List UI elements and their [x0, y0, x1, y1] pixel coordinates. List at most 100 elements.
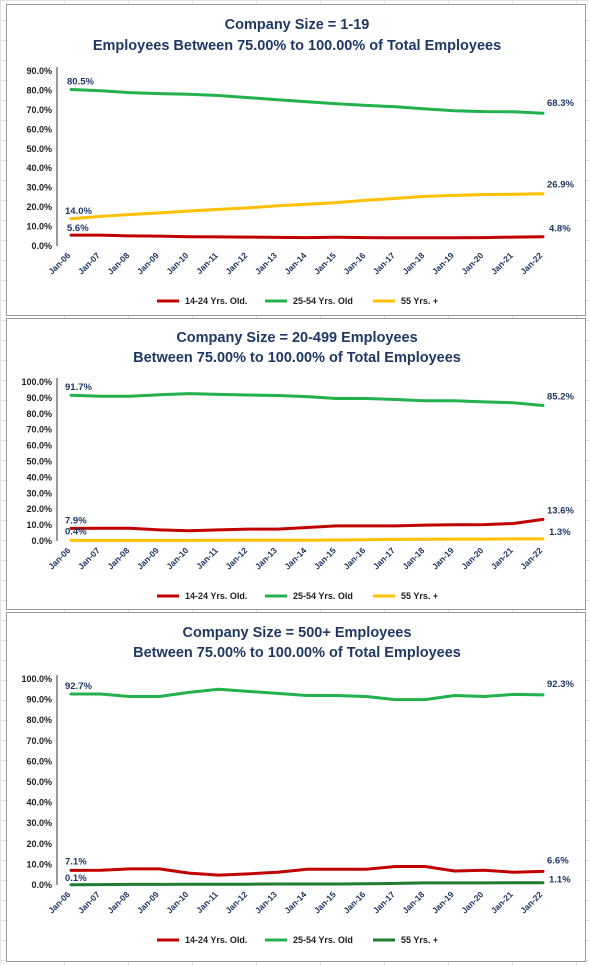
chart-2: Company Size = 20-499 Employees Between 7…	[21, 330, 574, 601]
chart-panel-3: Company Size = 500+ Employees Between 75.…	[6, 612, 586, 962]
y-tick-label: 30.0%	[26, 488, 52, 498]
data-label-start: 80.5%	[67, 76, 94, 87]
x-tick-label: Jan-19	[430, 545, 456, 571]
x-tick-label: Jan-07	[76, 250, 102, 276]
x-tick-label: Jan-17	[371, 889, 397, 915]
y-tick-label: 70.0%	[26, 736, 52, 746]
legend-label: 25-54 Yrs. Old	[293, 935, 353, 945]
x-tick-label: Jan-22	[518, 889, 544, 915]
data-label-end: 85.2%	[547, 392, 574, 403]
data-label-end: 26.9%	[547, 180, 574, 191]
y-tick-label: 60.0%	[26, 441, 52, 451]
x-tick-label: Jan-07	[76, 889, 102, 915]
x-tick-label: Jan-06	[46, 545, 72, 571]
y-tick-label: 80.0%	[26, 85, 52, 95]
y-tick-label: 60.0%	[26, 124, 52, 134]
series-line	[69, 233, 545, 240]
x-tick-label: Jan-13	[253, 250, 279, 276]
data-label-start: 5.6%	[67, 223, 89, 234]
x-tick-label: Jan-14	[282, 250, 308, 276]
y-tick-label: 80.0%	[26, 715, 52, 725]
y-tick-label: 40.0%	[26, 798, 52, 808]
y-tick-label: 50.0%	[26, 457, 52, 467]
x-tick-label: Jan-22	[518, 250, 544, 276]
data-label-start: 0.4%	[65, 526, 87, 537]
data-label-start: 0.1%	[65, 873, 87, 884]
x-tick-label: Jan-21	[489, 250, 515, 276]
legend-label: 25-54 Yrs. Old	[293, 296, 353, 306]
x-tick-label: Jan-10	[164, 250, 190, 276]
data-label-end: 92.3%	[547, 679, 574, 690]
x-tick-label: Jan-09	[135, 250, 161, 276]
series-line	[69, 392, 545, 407]
x-tick-label: Jan-11	[194, 889, 220, 915]
data-label-start: 7.1%	[65, 856, 87, 867]
y-tick-label: 10.0%	[26, 859, 52, 869]
y-tick-label: 100.0%	[21, 674, 52, 684]
data-label-end: 1.1%	[549, 875, 571, 886]
y-tick-label: 60.0%	[26, 756, 52, 766]
series-line	[69, 517, 545, 533]
legend-label: 14-24 Yrs. Old.	[185, 296, 247, 306]
y-tick-label: 90.0%	[26, 695, 52, 705]
x-tick-label: Jan-12	[223, 250, 249, 276]
series-line	[69, 881, 545, 887]
x-tick-label: Jan-14	[282, 545, 308, 571]
y-tick-label: 20.0%	[26, 839, 52, 849]
x-tick-label: Jan-17	[371, 545, 397, 571]
y-tick-label: 30.0%	[26, 818, 52, 828]
y-tick-label: 50.0%	[26, 777, 52, 787]
legend-label: 55 Yrs. +	[401, 591, 438, 601]
x-tick-label: Jan-18	[400, 250, 426, 276]
data-label-start: 7.9%	[65, 515, 87, 526]
legend-label: 14-24 Yrs. Old.	[185, 591, 247, 601]
y-tick-label: 0.0%	[31, 880, 52, 890]
data-label-end: 1.3%	[549, 527, 571, 538]
data-label-end: 13.6%	[547, 505, 574, 516]
y-tick-label: 70.0%	[26, 425, 52, 435]
data-label-end: 68.3%	[547, 98, 574, 109]
chart-panel-1: Company Size = 1-19 Employees Between 75.…	[6, 4, 586, 316]
x-tick-label: Jan-13	[253, 545, 279, 571]
x-tick-label: Jan-18	[400, 545, 426, 571]
chart-1: Company Size = 1-19 Employees Between 75.…	[26, 17, 574, 306]
x-tick-label: Jan-14	[282, 889, 308, 915]
data-label-start: 91.7%	[65, 382, 92, 393]
y-tick-label: 20.0%	[26, 504, 52, 514]
y-tick-label: 100.0%	[21, 377, 52, 387]
y-tick-label: 20.0%	[26, 202, 52, 212]
x-tick-label: Jan-08	[105, 545, 131, 571]
y-tick-label: 30.0%	[26, 183, 52, 193]
x-tick-label: Jan-07	[76, 545, 102, 571]
x-tick-label: Jan-16	[341, 889, 367, 915]
y-tick-label: 10.0%	[26, 520, 52, 530]
series-line	[69, 865, 545, 877]
y-tick-label: 70.0%	[26, 105, 52, 115]
y-tick-label: 0.0%	[31, 241, 52, 251]
chart-title: Company Size = 500+ Employees	[183, 625, 412, 641]
x-tick-label: Jan-12	[223, 545, 249, 571]
data-label-start: 14.0%	[65, 206, 92, 217]
x-tick-label: Jan-15	[312, 250, 338, 276]
series-line	[69, 687, 545, 702]
x-tick-label: Jan-11	[194, 545, 220, 571]
chart-panel-2: Company Size = 20-499 Employees Between 7…	[6, 318, 586, 610]
y-tick-label: 0.0%	[31, 536, 52, 546]
chart-subtitle: Between 75.00% to 100.00% of Total Emplo…	[133, 350, 461, 366]
x-tick-label: Jan-19	[430, 250, 456, 276]
chart-title: Company Size = 20-499 Employees	[176, 330, 417, 346]
chart-3: Company Size = 500+ Employees Between 75.…	[21, 625, 574, 945]
y-tick-label: 50.0%	[26, 144, 52, 154]
x-tick-label: Jan-21	[489, 889, 515, 915]
x-tick-label: Jan-08	[105, 889, 131, 915]
legend-label: 14-24 Yrs. Old.	[185, 935, 247, 945]
x-tick-label: Jan-15	[312, 545, 338, 571]
x-tick-label: Jan-20	[459, 545, 485, 571]
x-tick-label: Jan-09	[135, 889, 161, 915]
data-label-start: 92.7%	[65, 681, 92, 692]
x-tick-label: Jan-16	[341, 545, 367, 571]
x-tick-label: Jan-21	[489, 545, 515, 571]
chart-subtitle: Employees Between 75.00% to 100.00% of T…	[93, 38, 501, 54]
x-tick-label: Jan-19	[430, 889, 456, 915]
x-tick-label: Jan-16	[341, 250, 367, 276]
